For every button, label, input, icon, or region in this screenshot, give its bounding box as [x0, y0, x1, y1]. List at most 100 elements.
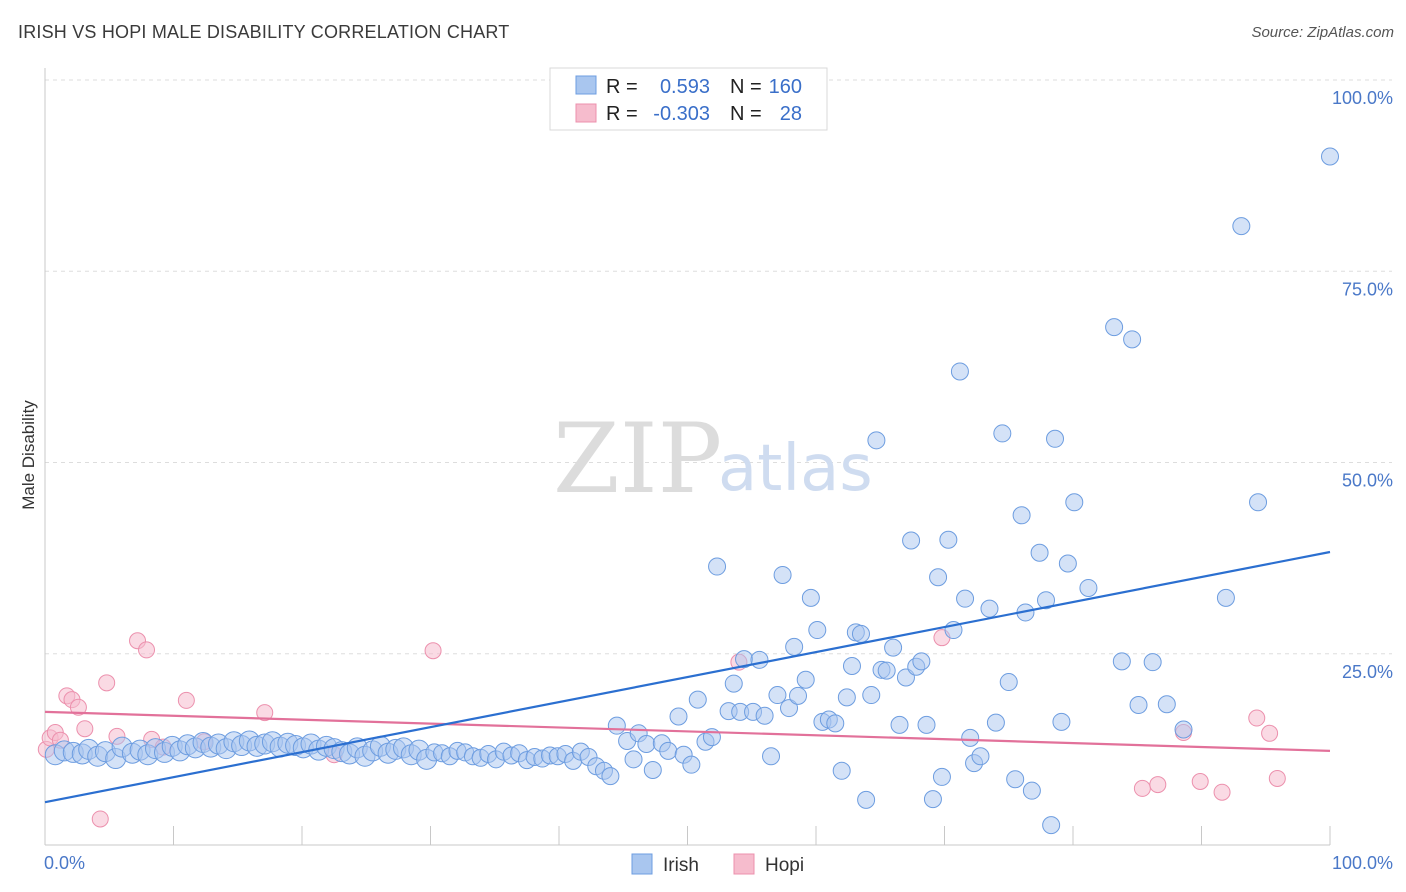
- irish-point-107: [837, 688, 856, 707]
- irish-point-135: [993, 424, 1012, 443]
- irish-point-134: [986, 713, 1005, 732]
- bottom-legend-label-irish: Irish: [663, 855, 699, 876]
- irish-point-96: [773, 565, 792, 584]
- irish-point-149: [1105, 318, 1124, 337]
- irish-point-136: [999, 673, 1018, 692]
- hopi-point-12: [138, 641, 156, 659]
- hopi-point-27: [1248, 709, 1266, 727]
- irish-point-159: [1321, 147, 1339, 166]
- irish-point-76: [637, 735, 656, 754]
- stats-legend: R = 0.593 N = 160 R = -0.303 N = 28: [549, 67, 828, 131]
- irish-point-92: [750, 650, 769, 669]
- legend-n-value-hopi: 28: [780, 103, 802, 125]
- legend-swatch-hopi: [575, 103, 597, 123]
- irish-point-101: [801, 588, 820, 607]
- irish-point-117: [890, 715, 909, 734]
- irish-point-132: [971, 747, 990, 766]
- irish-point-157: [1232, 217, 1251, 236]
- irish-point-151: [1123, 330, 1142, 349]
- irish-point-141: [1030, 543, 1049, 562]
- x-tick-labels: 0.0% 100.0%: [44, 853, 1393, 873]
- watermark: ZIP atlas: [553, 403, 873, 515]
- irish-point-152: [1129, 696, 1148, 715]
- irish-point-100: [796, 670, 815, 689]
- x-tick-label-0: 0.0%: [44, 853, 85, 873]
- irish-point-144: [1046, 429, 1065, 448]
- irish-point-137: [1006, 770, 1025, 789]
- y-tick-label-2: 75.0%: [1342, 279, 1393, 299]
- irish-point-88: [724, 674, 743, 693]
- hopi-points: [37, 629, 1286, 828]
- irish-points: [44, 147, 1339, 835]
- irish-point-105: [826, 714, 845, 733]
- irish-point-125: [932, 767, 951, 786]
- irish-point-123: [923, 790, 942, 809]
- irish-point-111: [857, 790, 876, 809]
- hopi-point-29: [1268, 769, 1286, 787]
- irish-point-86: [708, 557, 727, 576]
- hopi-point-26: [1213, 783, 1231, 801]
- irish-point-126: [939, 530, 958, 549]
- trend-lines: [44, 550, 1331, 804]
- irish-point-146: [1058, 554, 1077, 573]
- irish-point-124: [929, 568, 948, 587]
- irish-point-143: [1042, 816, 1061, 835]
- legend-swatch-irish: [575, 75, 597, 95]
- axes: [44, 68, 1331, 846]
- irish-point-140: [1022, 781, 1041, 800]
- legend-r-label-irish: R =: [606, 76, 638, 98]
- irish-point-116: [884, 638, 903, 657]
- y-tick-labels: 25.0% 50.0% 75.0% 100.0%: [1332, 88, 1393, 682]
- bottom-legend-swatch-hopi: [733, 853, 755, 875]
- irish-point-102: [808, 621, 827, 640]
- y-tick-label-3: 100.0%: [1332, 88, 1393, 108]
- irish-point-156: [1216, 588, 1235, 607]
- hopi-point-9: [98, 674, 116, 692]
- irish-point-138: [1012, 506, 1031, 525]
- irish-point-108: [842, 656, 861, 675]
- irish-point-158: [1249, 493, 1268, 512]
- y-tick-label-1: 50.0%: [1342, 471, 1393, 491]
- y-axis-label: Male Disability: [19, 400, 38, 510]
- hopi-point-19: [424, 642, 442, 660]
- irish-point-110: [851, 624, 870, 643]
- irish-point-133: [980, 599, 999, 618]
- irish-point-80: [669, 707, 688, 726]
- irish-point-99: [789, 686, 808, 705]
- hopi-point-25: [1191, 773, 1209, 791]
- watermark-zip: ZIP: [553, 403, 722, 515]
- series-legend: Irish Hopi: [631, 853, 804, 876]
- legend-n-label-irish: N =: [730, 76, 762, 98]
- legend-r-value-hopi: -0.303: [653, 103, 710, 125]
- irish-point-94: [762, 747, 781, 766]
- irish-point-113: [867, 431, 886, 450]
- legend-n-value-irish: 160: [769, 76, 802, 98]
- irish-point-122: [917, 715, 936, 734]
- irish-point-130: [961, 728, 980, 747]
- grid-lines: [45, 79, 1392, 655]
- bottom-legend-swatch-irish: [631, 853, 653, 875]
- irish-point-153: [1143, 653, 1162, 672]
- irish-point-129: [956, 589, 975, 608]
- irish-point-128: [950, 362, 969, 381]
- chart-title: IRISH VS HOPI MALE DISABILITY CORRELATIO…: [18, 22, 510, 42]
- irish-point-72: [607, 716, 626, 735]
- hopi-point-23: [1149, 776, 1167, 794]
- irish-point-98: [785, 637, 804, 656]
- irish-point-142: [1037, 591, 1056, 610]
- irish-point-147: [1065, 493, 1084, 512]
- hopi-point-17: [256, 704, 274, 722]
- irish-point-145: [1052, 712, 1071, 731]
- hopi-point-22: [1133, 779, 1151, 797]
- irish-trend-line: [44, 550, 1331, 804]
- legend-r-label-hopi: R =: [606, 103, 638, 125]
- hopi-point-7: [76, 720, 94, 738]
- irish-point-121: [912, 652, 931, 671]
- hopi-point-15: [177, 691, 195, 709]
- hopi-trend-line: [44, 710, 1331, 753]
- irish-point-150: [1112, 652, 1131, 671]
- legend-r-value-irish: 0.593: [660, 76, 710, 98]
- watermark-atlas: atlas: [718, 432, 873, 506]
- irish-point-97: [780, 699, 799, 718]
